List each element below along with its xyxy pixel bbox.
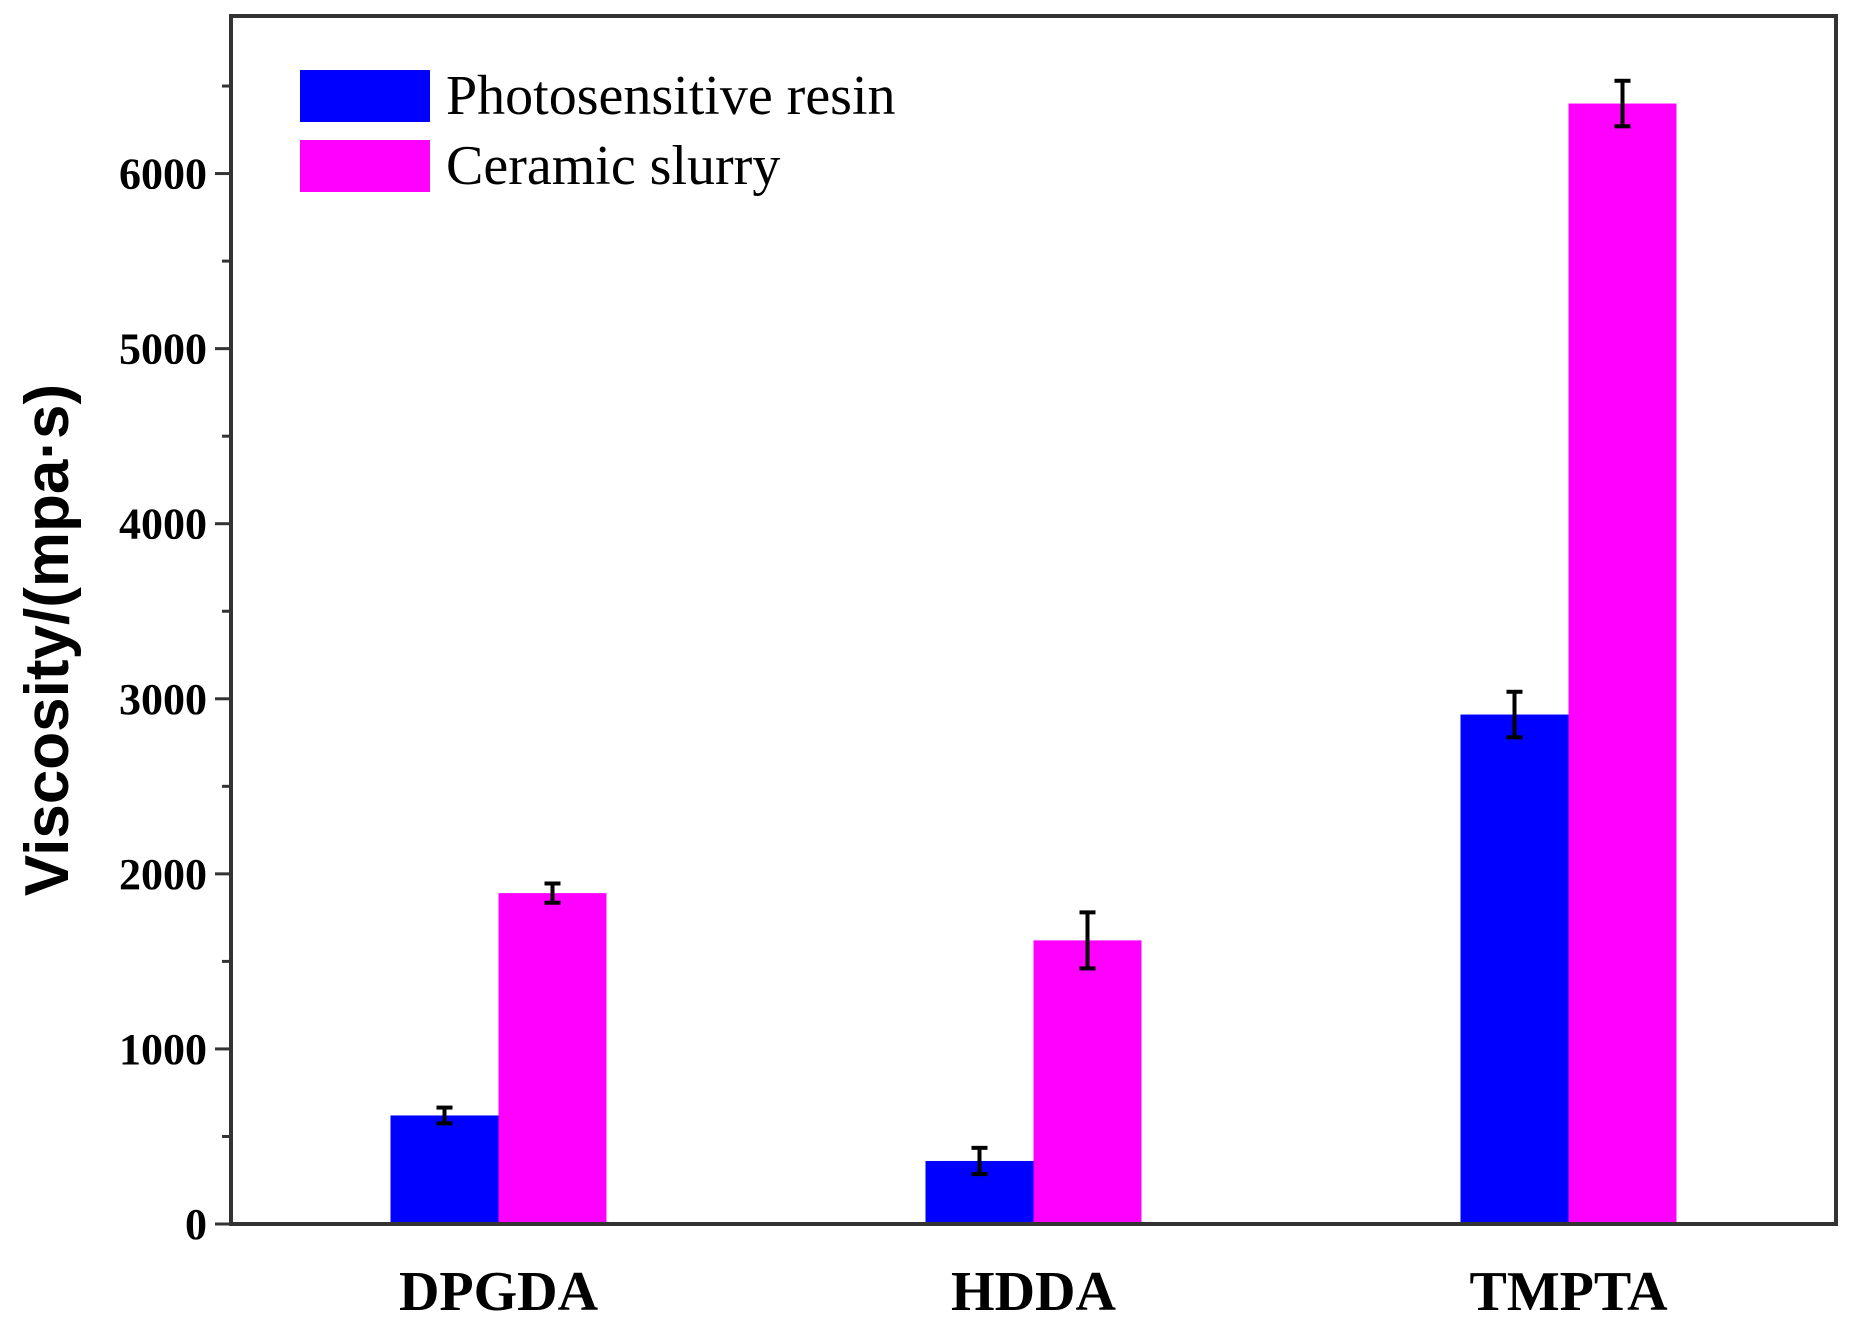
y-tick-label-6000: 6000: [119, 150, 207, 199]
x-tick-label-tmpta: TMPTA: [1469, 1261, 1668, 1323]
error-bar-ceramic-slurry-tmpta: [1614, 78, 1631, 129]
x-tick-label-hdda: HDDA: [951, 1261, 1116, 1323]
error-bar-photosensitive-resin-hdda: [971, 1145, 988, 1177]
error-bar-ceramic-slurry-dpgda: [544, 881, 561, 905]
legend: Photosensitive resin Ceramic slurry: [300, 65, 896, 197]
y-tick-label-3000: 3000: [119, 675, 207, 724]
bar-photosensitive-resin-dpgda: [390, 1115, 499, 1224]
bar-ceramic-slurry-dpgda: [498, 893, 607, 1224]
legend-swatch-photosensitive-resin: [300, 70, 430, 122]
x-axis-labels: DPGDA HDDA TMPTA: [399, 1261, 1668, 1323]
legend-label-ceramic-slurry: Ceramic slurry: [446, 135, 780, 197]
legend-label-photosensitive-resin: Photosensitive resin: [446, 65, 896, 127]
plot-frame: [229, 14, 1838, 1226]
y-tick-label-0: 0: [185, 1200, 207, 1249]
error-bar-ceramic-slurry-hdda: [1079, 910, 1096, 971]
bar-photosensitive-resin-tmpta: [1460, 714, 1569, 1224]
y-tick-label-5000: 5000: [119, 325, 207, 374]
error-bar-photosensitive-resin-dpgda: [436, 1105, 453, 1126]
error-bar-photosensitive-resin-tmpta: [1506, 689, 1523, 740]
bars-layer: [390, 103, 1677, 1224]
y-tick-label-2000: 2000: [119, 850, 207, 899]
y-tick-label-4000: 4000: [119, 500, 207, 549]
y-axis-label: Viscosity/(mpa·s): [13, 384, 82, 896]
error-bars-layer: [436, 78, 1631, 1177]
bar-ceramic-slurry-hdda: [1033, 940, 1142, 1224]
bar-ceramic-slurry-tmpta: [1568, 103, 1677, 1224]
x-tick-label-dpgda: DPGDA: [399, 1261, 599, 1323]
y-axis: 0 1000 2000 3000 4000 5000 6000: [119, 84, 231, 1249]
legend-swatch-ceramic-slurry: [300, 140, 430, 192]
y-tick-label-1000: 1000: [119, 1025, 207, 1074]
